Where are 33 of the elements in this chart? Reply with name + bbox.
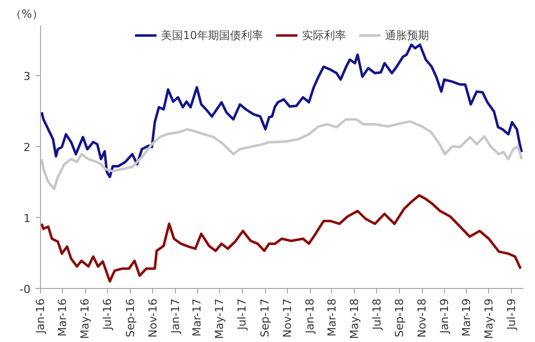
x-tick-label: May-17 <box>213 298 226 340</box>
x-tick-label: Jan-16 <box>34 298 47 334</box>
x-tick-label: Sep-16 <box>124 298 137 338</box>
x-tick-label: Jul-18 <box>370 298 384 331</box>
x-tick-label: Mar-19 <box>460 298 473 337</box>
x-tick-label: Jan-18 <box>304 298 317 334</box>
x-tick-label: Sep-18 <box>393 298 406 338</box>
y-tick-label: -0 <box>20 283 30 296</box>
x-tick-label: May-18 <box>348 298 361 340</box>
line-series <box>40 194 522 283</box>
x-tick-label: Jan-17 <box>168 298 182 334</box>
x-tick-label: Sep-17 <box>258 298 272 338</box>
x-tick-label: Nov-16 <box>146 298 160 338</box>
y-tick-label: 2 <box>24 140 30 154</box>
x-tick-label: May-16 <box>78 298 92 340</box>
legend-label: 美国10年期国债利率 <box>161 28 263 42</box>
x-tick-label: Mar-17 <box>190 298 204 337</box>
x-tick-label: Mar-16 <box>56 298 70 337</box>
y-axis-title: （%） <box>10 8 43 20</box>
x-tick-label: Jul-17 <box>236 298 249 331</box>
x-tick-label: Jan-19 <box>438 298 452 334</box>
legend-label: 通胀预期 <box>385 28 429 42</box>
x-tick-label: Nov-18 <box>416 298 429 338</box>
y-tick-label: 1 <box>24 212 30 225</box>
line-series <box>40 43 523 178</box>
x-tick-label: Jul-19 <box>504 298 518 331</box>
line-series <box>40 118 523 190</box>
x-tick-label: Nov-17 <box>281 298 294 338</box>
x-tick-label: May-19 <box>482 298 496 340</box>
x-tick-label: Jul-16 <box>101 298 114 331</box>
y-tick-label: 3 <box>24 70 30 83</box>
legend-label: 实际利率 <box>302 28 346 42</box>
x-tick-label: Mar-18 <box>325 298 338 337</box>
